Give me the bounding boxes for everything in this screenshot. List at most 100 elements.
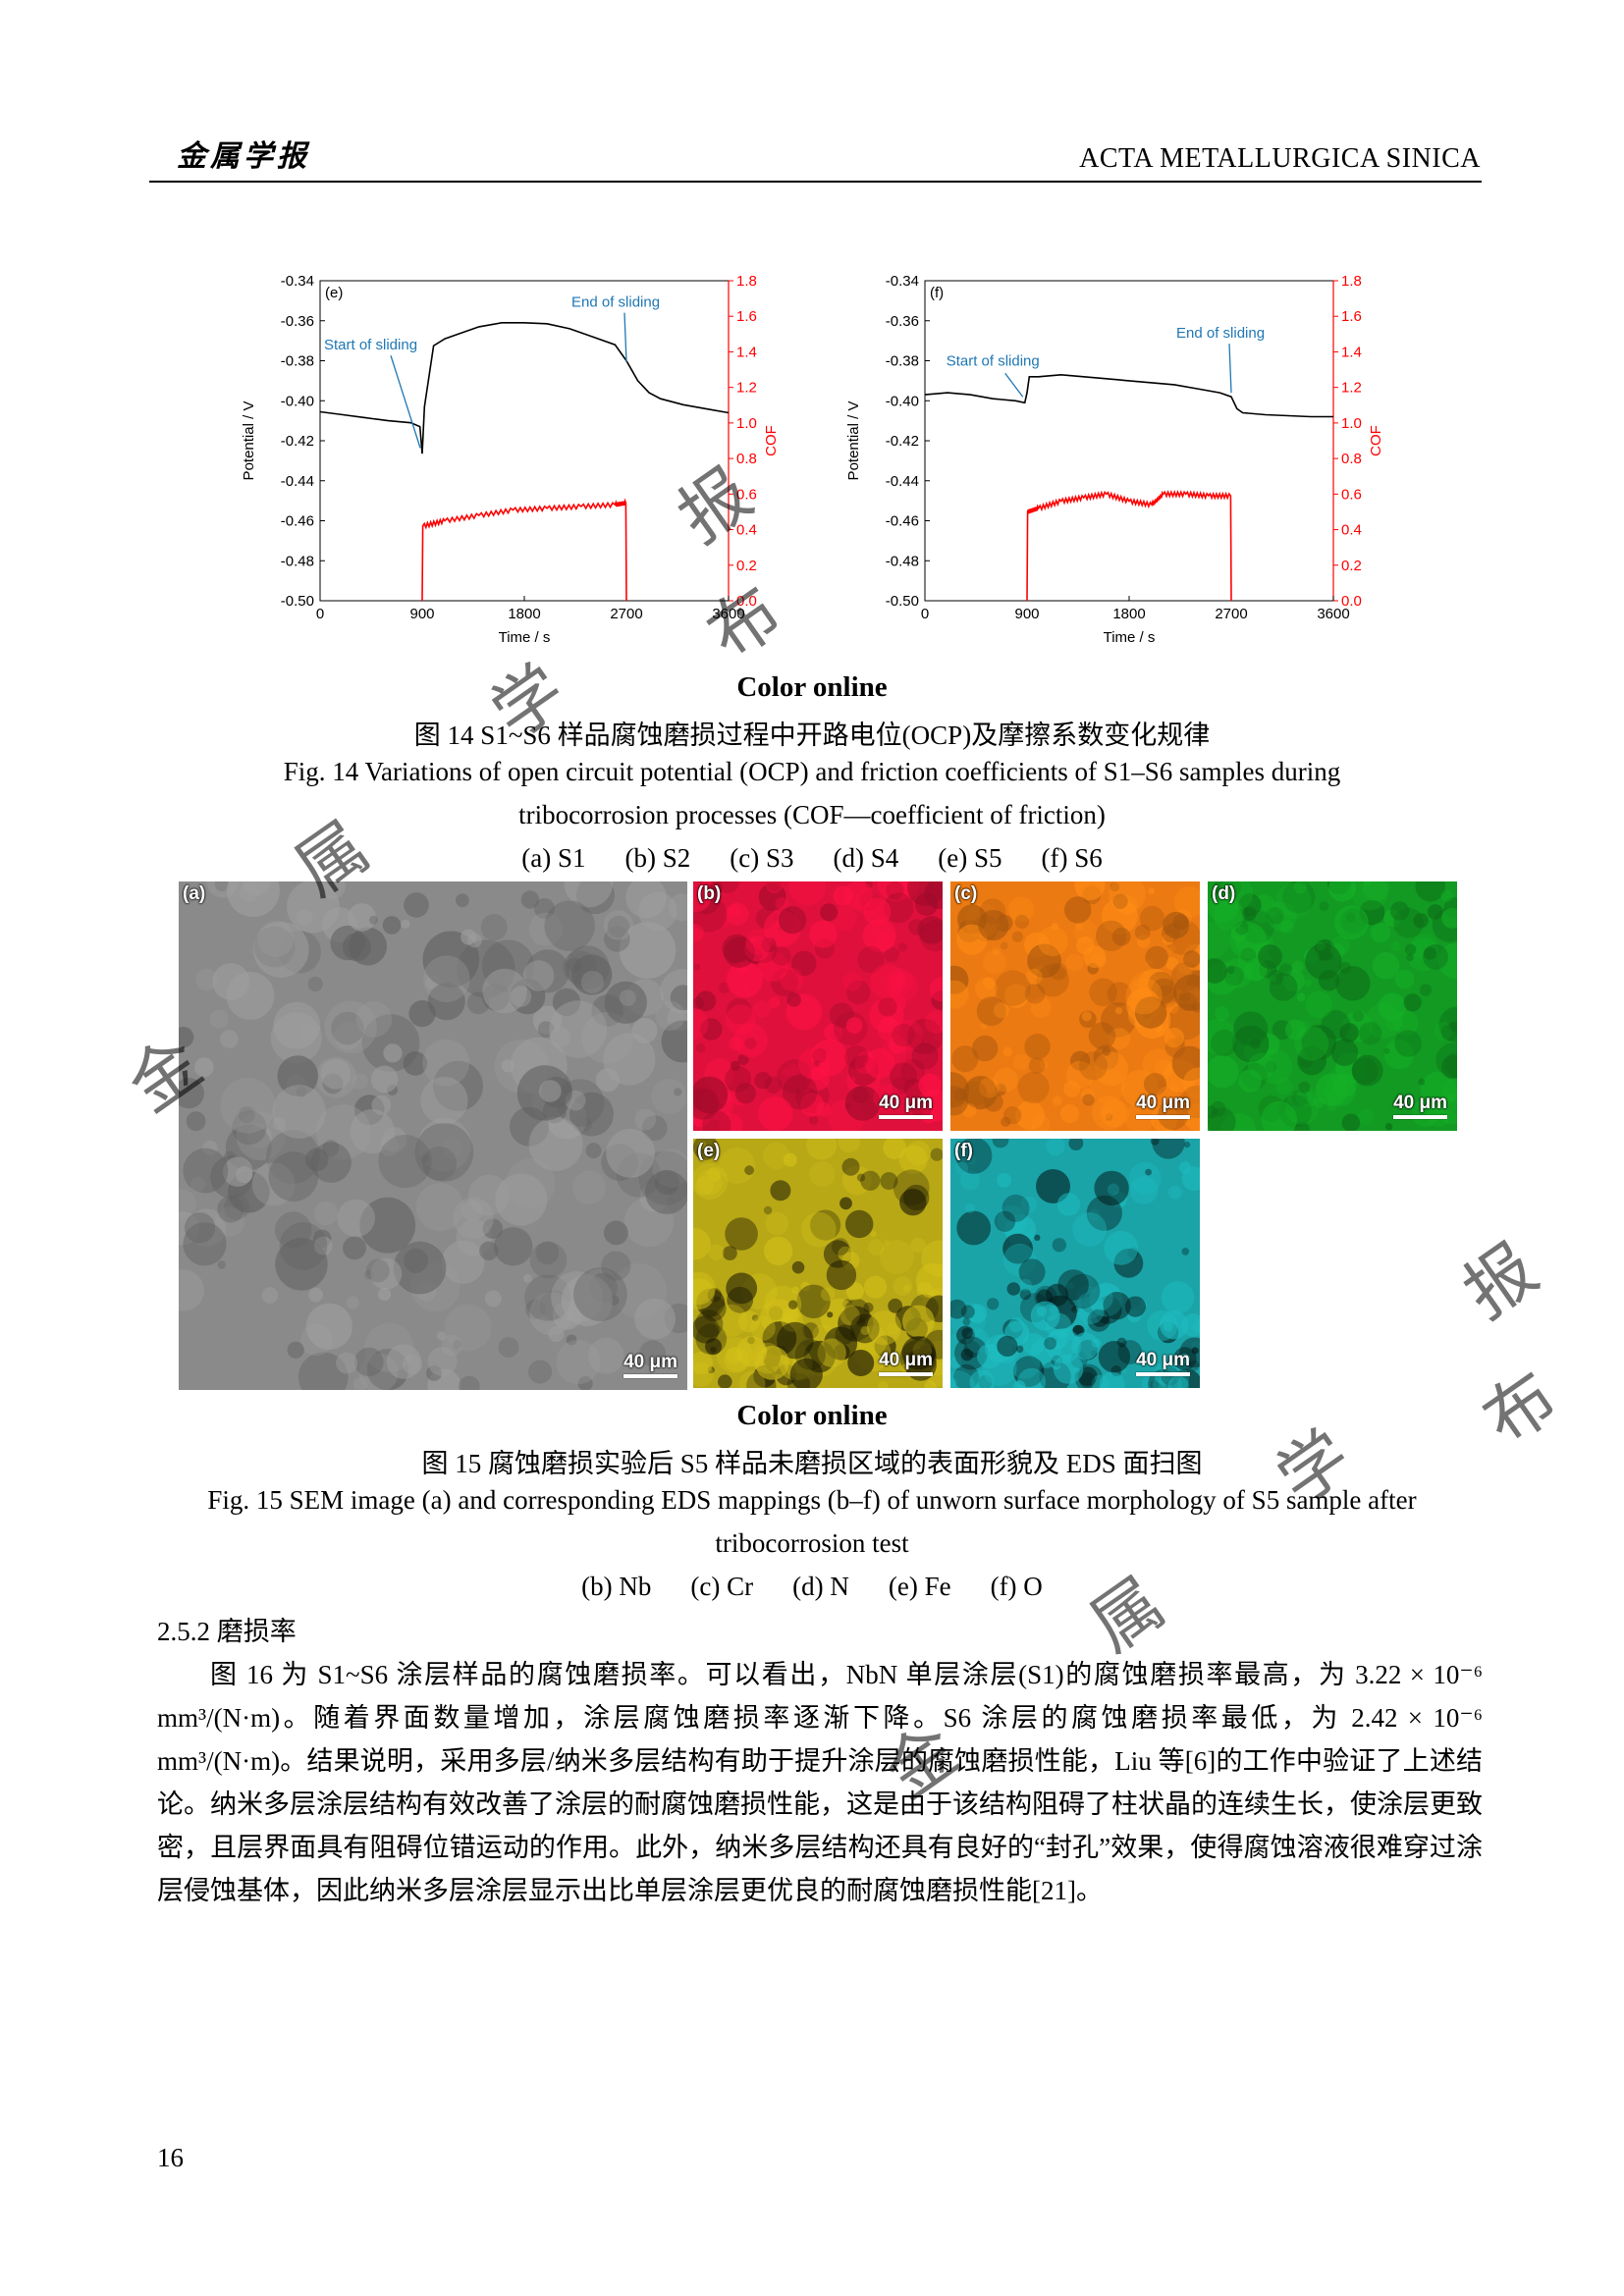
journal-name-cn: 金属学报 — [177, 139, 310, 174]
y2-tick-label: 1.4 — [736, 344, 757, 360]
panel-label: (c) — [954, 883, 978, 904]
fig14-caption-cn: 图 14 S1~S6 样品腐蚀磨损过程中开路电位(OCP)及摩擦系数变化规律 — [413, 721, 1211, 750]
fig15-subcaption: (c) Cr — [690, 1572, 754, 1601]
y2-tick-label: 1.0 — [1341, 415, 1362, 432]
panel-label: (b) — [697, 883, 722, 904]
fig14-subcaption: (e) S5 — [938, 843, 1002, 873]
y-tick-label: -0.42 — [886, 433, 919, 450]
cof-series-line — [1026, 489, 1232, 602]
eds-map-fe-panel-e: (e) 40 μm — [693, 1139, 943, 1388]
y2-tick-label: 0.6 — [736, 486, 757, 503]
y-tick-label: -0.48 — [886, 553, 919, 569]
section-heading: 2.5.2 磨损率 — [157, 1617, 297, 1646]
micrograph-texture — [179, 881, 687, 1390]
panel-label: (d) — [1212, 883, 1236, 904]
panel-label: (e) — [697, 1141, 721, 1161]
y-tick-label: -0.36 — [281, 313, 314, 330]
micrograph-texture — [693, 1139, 943, 1388]
scale-bar: 40 μm — [1136, 1350, 1190, 1376]
y-tick-label: -0.34 — [886, 273, 919, 290]
fig14-subcaption: (b) S2 — [624, 843, 691, 873]
y2-tick-label: 1.6 — [736, 308, 757, 325]
plot-frame — [924, 280, 1334, 602]
y2-tick-label: 1.0 — [736, 415, 757, 432]
fig15-subcaption: (d) N — [792, 1572, 849, 1601]
x-tick-label: 900 — [1014, 606, 1039, 622]
annotation-label: End of sliding — [571, 294, 660, 311]
fig14-subcaption: (f) S6 — [1041, 843, 1103, 873]
y2-tick-label: 0.0 — [736, 593, 757, 610]
y2-axis-label: COF — [1368, 425, 1384, 456]
micrograph-texture — [1208, 881, 1457, 1131]
y2-tick-label: 0.2 — [1341, 558, 1362, 574]
x-tick-label: 900 — [409, 606, 434, 622]
fig14-subcaptions: (a) S1 (b) S2 (c) S3 (d) S4 (e) S5 (f) S… — [0, 843, 1624, 874]
eds-map-cr-panel-c: (c) 40 μm — [950, 881, 1200, 1131]
fig15-subcaption: (e) Fe — [888, 1572, 951, 1601]
x-axis-label: Time / s — [499, 629, 551, 646]
y2-tick-label: 0.6 — [1341, 486, 1362, 503]
fig14-subcaption: (c) S3 — [730, 843, 794, 873]
panel-label: (e) — [325, 285, 343, 301]
eds-map-nb-panel-b: (b) 40 μm — [693, 881, 943, 1131]
cof-series-line — [421, 498, 627, 602]
y2-tick-label: 1.2 — [1341, 380, 1362, 397]
y2-tick-label: 1.4 — [1341, 344, 1362, 360]
y2-tick-label: 1.6 — [1341, 308, 1362, 325]
scale-bar: 40 μm — [623, 1352, 677, 1378]
annotation-arrow — [623, 312, 627, 362]
y-tick-label: -0.38 — [281, 353, 314, 370]
y-tick-label: -0.44 — [281, 473, 314, 490]
fig15-caption-cn: 图 15 腐蚀磨损实验后 S5 样品未磨损区域的表面形貌及 EDS 面扫图 — [421, 1449, 1203, 1478]
page-number: 16 — [157, 2143, 184, 2172]
ocp-cof-chart-e: -0.34 -0.36 -0.38 -0.40 -0.42 -0.44 -0.46 -0.48… — [241, 273, 780, 646]
x-axis-label: Time / s — [1104, 629, 1156, 646]
sem-image-panel-a: (a) 40 μm — [179, 881, 687, 1390]
scale-bar: 40 μm — [1136, 1093, 1190, 1119]
y2-axis-label: COF — [763, 425, 780, 456]
y-tick-label: -0.42 — [281, 433, 314, 450]
y-tick-label: -0.36 — [886, 313, 919, 330]
y2-tick-label: 1.8 — [736, 273, 757, 290]
x-tick-label: 0 — [316, 606, 324, 622]
header-rule — [149, 181, 1482, 183]
annotation-arrow — [390, 355, 421, 449]
y-tick-label: -0.50 — [281, 593, 314, 610]
fig15-color-online: Color online — [736, 1400, 888, 1431]
watermark-glyph: 报 — [1448, 1228, 1552, 1334]
journal-name-en: ACTA METALLURGICA SINICA — [1079, 143, 1481, 174]
y-axis-label: Potential / V — [241, 401, 257, 481]
y-tick-label: -0.34 — [281, 273, 314, 290]
y2-tick-label: 0.4 — [1341, 522, 1362, 539]
y2-tick-label: 0.2 — [736, 558, 757, 574]
y2-tick-label: 0.4 — [736, 522, 757, 539]
x-tick-label: 2700 — [610, 606, 642, 622]
y-tick-label: -0.48 — [281, 553, 314, 569]
y2-tick-label: 0.0 — [1341, 593, 1362, 610]
annotation-label: End of sliding — [1176, 325, 1265, 342]
x-tick-label: 3600 — [1317, 606, 1349, 622]
x-tick-label: 0 — [921, 606, 929, 622]
annotation-arrow — [1004, 372, 1024, 398]
fig14-caption-en-1: Fig. 14 Variations of open circuit poten… — [283, 757, 1341, 786]
panel-label: (f) — [954, 1141, 973, 1161]
scale-bar: 40 μm — [879, 1350, 933, 1376]
panel-label: (f) — [930, 285, 944, 301]
y-tick-label: -0.38 — [886, 353, 919, 370]
annotation-label: Start of sliding — [947, 352, 1040, 369]
y-tick-label: -0.46 — [281, 513, 314, 530]
x-tick-label: 2700 — [1215, 606, 1247, 622]
y-tick-label: -0.44 — [886, 473, 919, 490]
micrograph-texture — [693, 881, 943, 1131]
scale-bar: 40 μm — [1393, 1093, 1447, 1119]
annotation-arrow — [1228, 344, 1232, 394]
eds-map-n-panel-d: (d) 40 μm — [1208, 881, 1457, 1131]
y2-tick-label: 1.8 — [1341, 273, 1362, 290]
y2-tick-label: 0.8 — [736, 451, 757, 467]
y-tick-label: -0.46 — [886, 513, 919, 530]
fig15-subcaptions: (b) Nb (c) Cr (d) N (e) Fe (f) O — [0, 1572, 1624, 1602]
eds-map-o-panel-f: (f) 40 μm — [950, 1139, 1200, 1388]
fig15-caption-en-1: Fig. 15 SEM image (a) and corresponding … — [207, 1485, 1417, 1515]
y-tick-label: -0.50 — [886, 593, 919, 610]
fig14-subcaption: (d) S4 — [833, 843, 899, 873]
